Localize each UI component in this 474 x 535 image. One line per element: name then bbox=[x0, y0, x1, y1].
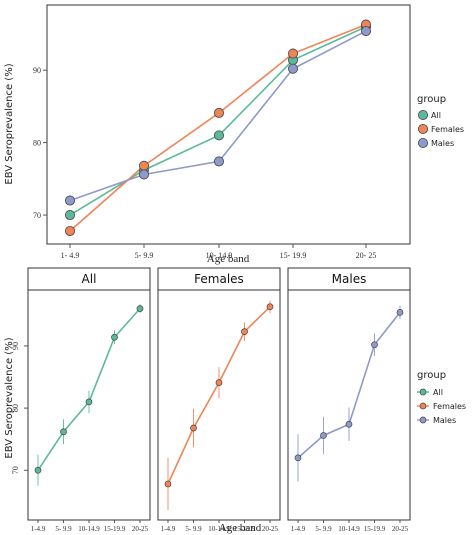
top-point-males bbox=[213, 156, 224, 167]
top-plot-frame bbox=[46, 4, 411, 245]
bottom-legend-title: group bbox=[417, 370, 446, 381]
point-all bbox=[111, 333, 118, 341]
top-point-females bbox=[138, 160, 149, 171]
bottom-y-tick-label: 90 bbox=[11, 342, 20, 350]
bottom-y-tick-label: 70 bbox=[11, 466, 20, 474]
top-point-all bbox=[65, 210, 76, 221]
point-females bbox=[266, 303, 274, 311]
top-y-tick-label: 70 bbox=[33, 211, 41, 220]
point-males bbox=[294, 454, 302, 462]
top-x-tick-label: 5- 9.9 bbox=[135, 251, 154, 260]
facet-x-tick-label: 5- 9.9 bbox=[185, 525, 202, 533]
top-point-males bbox=[360, 26, 371, 37]
facet-x-tick-label: 5- 9.9 bbox=[315, 525, 332, 533]
point-males bbox=[371, 341, 378, 349]
point-males bbox=[320, 432, 327, 439]
bottom-legend: group All Females Males bbox=[417, 370, 466, 425]
facet-x-tick-label: 10-14.9 bbox=[78, 525, 100, 533]
top-y-tick-label: 90 bbox=[33, 66, 41, 75]
bottom-legend-key-females bbox=[419, 402, 427, 410]
top-y-axis-label: EBV Seroprevalence (%) bbox=[4, 63, 15, 184]
facet-frame-females bbox=[157, 289, 281, 521]
top-x-tick-label: 20- 25 bbox=[356, 251, 377, 260]
top-point-males bbox=[287, 63, 298, 74]
top-point-females bbox=[213, 107, 224, 118]
facet-x-tick-label: 1-4.9 bbox=[161, 525, 176, 533]
facet-strip-label-females: Females bbox=[194, 272, 244, 286]
point-all bbox=[34, 466, 42, 474]
top-legend: group All Females Males bbox=[417, 94, 464, 148]
top-x-tick-label: 1- 4.9 bbox=[61, 251, 80, 260]
facet-x-tick-label: 20-25 bbox=[132, 525, 149, 533]
bottom-legend-key-all bbox=[419, 388, 427, 396]
top-series-line-all bbox=[69, 25, 367, 216]
top-chart: 70 80 90 1- 4.9 5- 9.9 10- 14.9 15- 19.9 20- 25… bbox=[4, 4, 464, 265]
top-point-males bbox=[138, 169, 149, 180]
top-axes: 70 80 90 1- 4.9 5- 9.9 10- 14.9 15- 19.9 20- 25 bbox=[33, 66, 376, 260]
top-x-axis-label: Age band bbox=[207, 253, 250, 265]
facet-panel-all: 1-4.9 5- 9.9 10-14.9 15-19.9 20-25 70 80 90 bbox=[11, 289, 151, 533]
top-y-tick-label: 80 bbox=[33, 139, 41, 148]
top-legend-label-females: Females bbox=[431, 125, 464, 134]
bottom-legend-key-males bbox=[419, 416, 427, 424]
bottom-x-axis-label: Age band bbox=[219, 522, 262, 534]
point-females bbox=[241, 328, 248, 335]
top-x-tick-label: 10- 14.9 bbox=[206, 251, 233, 260]
top-x-tick-label: 15- 19.9 bbox=[280, 251, 307, 260]
top-point-males bbox=[65, 195, 76, 206]
facet-panels: 1-4.9 5- 9.9 10-14.9 15-19.9 20-257080901-4.… bbox=[11, 289, 411, 533]
bottom-legend-label-all: All bbox=[433, 388, 443, 397]
bottom-y-axis-label: EBV Seroprevalence (%) bbox=[4, 337, 15, 458]
facet-strips: All Females Males bbox=[27, 267, 411, 291]
facet-x-tick-label: 10-14.9 bbox=[208, 525, 230, 533]
top-legend-label-males: Males bbox=[431, 139, 454, 148]
point-females bbox=[215, 379, 223, 386]
point-males bbox=[345, 420, 353, 428]
top-point-females bbox=[65, 225, 76, 236]
top-point-all bbox=[213, 130, 224, 141]
facet-panel-males: 1-4.9 5- 9.9 10-14.9 15-19.9 20-25 bbox=[287, 289, 411, 533]
top-series bbox=[65, 19, 371, 236]
point-males bbox=[396, 309, 404, 316]
facet-x-tick-label: 20-25 bbox=[392, 525, 409, 533]
bottom-chart: All Females Males 1-4.9 5- 9.9 10-14.9 15-19.… bbox=[4, 267, 466, 534]
facet-x-tick-label: 1-4.9 bbox=[291, 525, 306, 533]
top-point-females bbox=[287, 48, 298, 59]
point-all bbox=[85, 398, 93, 406]
facet-x-tick-label: 15-19.9 bbox=[234, 525, 256, 533]
facet-x-tick-label: 1-4.9 bbox=[31, 525, 46, 533]
facet-x-tick-label: 5- 9.9 bbox=[55, 525, 72, 533]
bottom-legend-label-males: Males bbox=[433, 416, 456, 425]
point-all bbox=[136, 305, 144, 312]
top-legend-key-males bbox=[417, 137, 428, 148]
top-legend-key-all bbox=[417, 110, 428, 121]
facet-x-tick-label: 15-19.9 bbox=[364, 525, 386, 533]
facet-panel-females: 1-4.9 5- 9.9 10-14.9 15-19.9 20-25 bbox=[157, 289, 281, 533]
top-legend-title: group bbox=[417, 94, 446, 105]
series-line-all bbox=[37, 308, 141, 471]
bottom-y-tick-label: 80 bbox=[11, 404, 20, 412]
facet-x-tick-label: 15-19.9 bbox=[104, 525, 126, 533]
facet-strip-label-all: All bbox=[82, 272, 97, 286]
facet-strip-label-males: Males bbox=[332, 272, 367, 286]
top-legend-key-females bbox=[417, 124, 428, 135]
facet-x-tick-label: 20-25 bbox=[262, 525, 279, 533]
point-females bbox=[164, 480, 172, 488]
top-legend-label-all: All bbox=[431, 111, 441, 120]
point-females bbox=[190, 424, 197, 432]
facet-x-tick-label: 10-14.9 bbox=[338, 525, 360, 533]
facet-frame-males bbox=[287, 289, 411, 521]
point-all bbox=[60, 428, 67, 436]
bottom-legend-label-females: Females bbox=[433, 402, 466, 411]
top-series-line-females bbox=[69, 23, 367, 232]
